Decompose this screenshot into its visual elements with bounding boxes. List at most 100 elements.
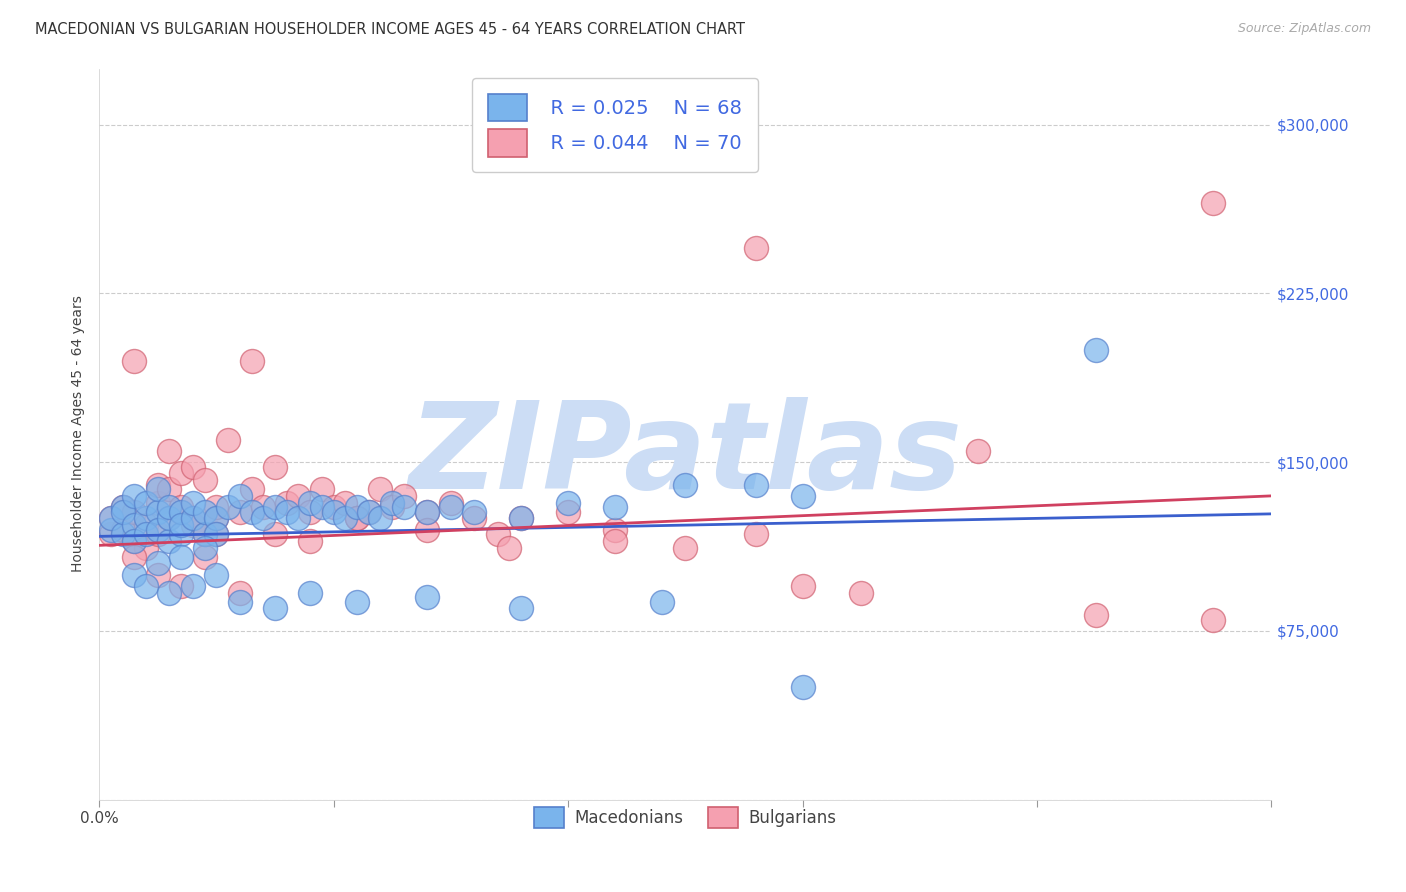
- Point: [299, 533, 322, 548]
- Point: [146, 482, 169, 496]
- Point: [240, 482, 263, 496]
- Point: [498, 541, 520, 555]
- Point: [744, 242, 766, 256]
- Point: [792, 579, 814, 593]
- Point: [416, 505, 439, 519]
- Point: [205, 567, 228, 582]
- Point: [240, 354, 263, 368]
- Point: [124, 518, 146, 533]
- Point: [557, 495, 579, 509]
- Point: [217, 500, 239, 515]
- Point: [510, 511, 533, 525]
- Point: [264, 601, 287, 615]
- Point: [744, 527, 766, 541]
- Point: [170, 500, 193, 515]
- Point: [194, 473, 217, 487]
- Point: [299, 585, 322, 599]
- Point: [1202, 196, 1225, 211]
- Point: [146, 527, 169, 541]
- Point: [159, 511, 181, 525]
- Point: [146, 477, 169, 491]
- Point: [264, 500, 287, 515]
- Text: ZIPatlas: ZIPatlas: [408, 398, 962, 515]
- Point: [229, 505, 252, 519]
- Point: [124, 533, 146, 548]
- Point: [205, 527, 228, 541]
- Point: [170, 467, 193, 481]
- Point: [100, 511, 122, 525]
- Point: [276, 505, 298, 519]
- Point: [194, 541, 217, 555]
- Point: [146, 505, 169, 519]
- Point: [159, 511, 181, 525]
- Point: [124, 354, 146, 368]
- Point: [194, 527, 217, 541]
- Point: [463, 505, 485, 519]
- Point: [111, 523, 134, 537]
- Point: [205, 511, 228, 525]
- Point: [381, 495, 404, 509]
- Point: [135, 511, 157, 525]
- Point: [159, 443, 181, 458]
- Point: [205, 527, 228, 541]
- Point: [849, 585, 872, 599]
- Point: [603, 533, 626, 548]
- Point: [181, 459, 204, 474]
- Point: [240, 505, 263, 519]
- Point: [135, 495, 157, 509]
- Point: [181, 518, 204, 533]
- Point: [673, 477, 696, 491]
- Point: [135, 527, 157, 541]
- Point: [205, 500, 228, 515]
- Point: [146, 557, 169, 571]
- Point: [159, 585, 181, 599]
- Point: [346, 511, 368, 525]
- Point: [205, 511, 228, 525]
- Point: [181, 579, 204, 593]
- Point: [510, 511, 533, 525]
- Point: [792, 680, 814, 694]
- Point: [194, 527, 217, 541]
- Point: [287, 489, 309, 503]
- Point: [370, 482, 392, 496]
- Text: Source: ZipAtlas.com: Source: ZipAtlas.com: [1237, 22, 1371, 36]
- Point: [673, 541, 696, 555]
- Point: [170, 527, 193, 541]
- Point: [346, 594, 368, 608]
- Point: [100, 523, 122, 537]
- Point: [416, 590, 439, 604]
- Point: [1202, 613, 1225, 627]
- Point: [440, 495, 463, 509]
- Point: [357, 505, 380, 519]
- Point: [311, 482, 333, 496]
- Point: [603, 500, 626, 515]
- Point: [146, 523, 169, 537]
- Point: [440, 500, 463, 515]
- Point: [124, 549, 146, 564]
- Point: [1084, 608, 1107, 623]
- Point: [229, 594, 252, 608]
- Point: [124, 489, 146, 503]
- Point: [651, 594, 673, 608]
- Point: [100, 511, 122, 525]
- Point: [346, 511, 368, 525]
- Point: [463, 511, 485, 525]
- Point: [486, 527, 509, 541]
- Point: [335, 495, 357, 509]
- Point: [322, 500, 344, 515]
- Text: MACEDONIAN VS BULGARIAN HOUSEHOLDER INCOME AGES 45 - 64 YEARS CORRELATION CHART: MACEDONIAN VS BULGARIAN HOUSEHOLDER INCO…: [35, 22, 745, 37]
- Point: [194, 505, 217, 519]
- Point: [510, 601, 533, 615]
- Point: [276, 495, 298, 509]
- Y-axis label: Householder Income Ages 45 - 64 years: Householder Income Ages 45 - 64 years: [72, 295, 86, 573]
- Point: [181, 511, 204, 525]
- Point: [194, 549, 217, 564]
- Point: [792, 489, 814, 503]
- Point: [181, 495, 204, 509]
- Point: [111, 500, 134, 515]
- Point: [170, 518, 193, 533]
- Point: [170, 579, 193, 593]
- Point: [124, 533, 146, 548]
- Point: [264, 527, 287, 541]
- Point: [392, 489, 415, 503]
